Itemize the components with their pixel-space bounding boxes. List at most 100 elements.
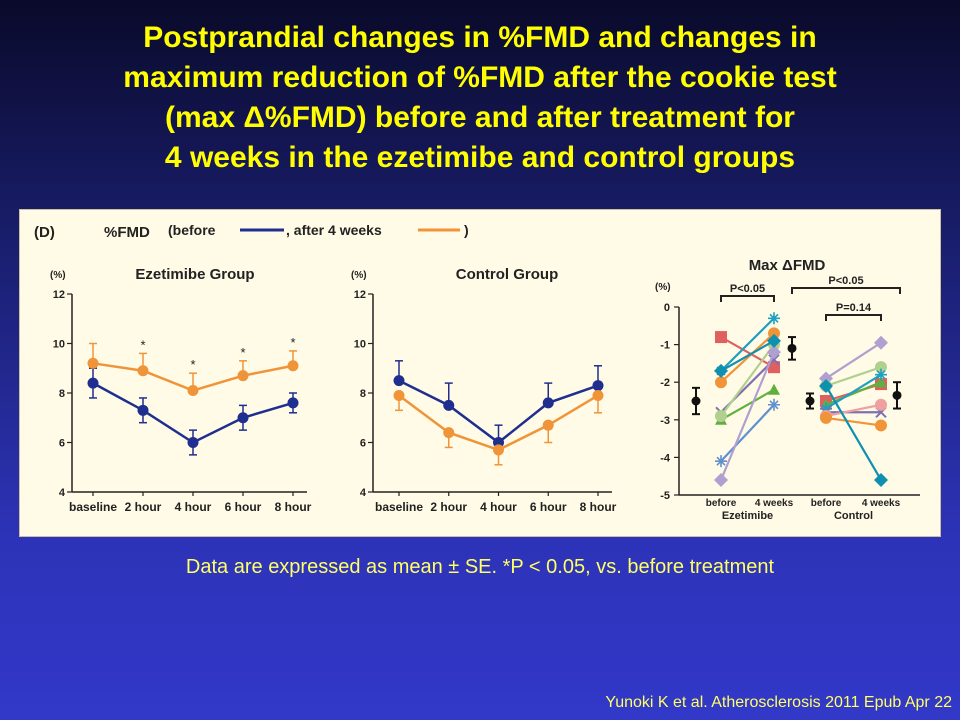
legend-before-text: (before [168, 222, 216, 238]
x-tick-label: 4 weeks [755, 498, 794, 509]
significance-star: * [240, 345, 245, 360]
patient-marker [714, 363, 728, 378]
y-tick-label: -4 [660, 452, 671, 464]
y-tick-label: 12 [53, 289, 65, 301]
after-data-point [87, 357, 99, 369]
y-tick-label: -2 [660, 377, 670, 389]
y-tick-label: -3 [660, 415, 670, 427]
patient-marker [874, 472, 888, 487]
patient-marker [767, 333, 781, 348]
citation: Yunoki K et al. Atherosclerosis 2011 Epu… [605, 694, 952, 711]
y-tick-label: 6 [59, 438, 65, 450]
y-tick-label: 8 [360, 388, 366, 400]
x-tick-label: before [811, 498, 842, 509]
mean-point [805, 396, 815, 406]
after-data-point [137, 365, 149, 377]
patient-line [720, 317, 775, 372]
between-groups-p-bracket [791, 287, 901, 294]
patient-line [825, 366, 882, 388]
ezetimibe-line-chart: Ezetimibe Group (%) 4 6 8 10 12 baseline 2 hour 4… [50, 266, 312, 514]
legend-title: %FMD [104, 224, 150, 241]
patient-marker [715, 331, 727, 344]
patient-marker [819, 378, 833, 393]
patient-line [825, 385, 882, 481]
patient-marker [715, 376, 727, 389]
ezetimibe-p-bracket-label: P<0.05 [730, 283, 765, 295]
slide-title-line: (max Δ%FMD) before and after treatment f… [165, 101, 795, 134]
patient-marker [715, 410, 727, 423]
patient-marker [820, 402, 832, 415]
before-data-point [443, 399, 455, 411]
after-data-point [237, 370, 249, 382]
group-label: Ezetimibe [722, 510, 773, 522]
before-data-point [393, 375, 405, 387]
y-axis-label: (%) [351, 270, 367, 281]
figure-svg: (D) %FMD (before , after 4 weeks ) Ezeti… [34, 222, 920, 522]
patient-marker [875, 368, 887, 381]
y-tick-label: -1 [660, 340, 670, 352]
legend-close-text: ) [464, 222, 469, 238]
before-data-point [237, 412, 249, 424]
caption: Data are expressed as mean ± SE. *P < 0.… [185, 556, 775, 578]
y-axis-label: (%) [50, 270, 66, 281]
after-data-point [592, 389, 604, 401]
y-tick-label: 10 [354, 339, 366, 351]
before-data-point [87, 377, 99, 389]
chart-title: Control Group [456, 266, 558, 283]
x-tick-label: 6 hour [530, 500, 567, 514]
group-label: Control [834, 510, 873, 522]
x-tick-label: 8 hour [275, 500, 312, 514]
significance-star: * [190, 357, 195, 372]
control-p-bracket-label: P=0.14 [836, 302, 872, 314]
slide-title-line: Postprandial changes in %FMD and changes… [143, 21, 817, 54]
patient-line [720, 343, 775, 417]
patient-marker [715, 455, 727, 468]
slide-title-line: 4 weeks in the ezetimibe and control gro… [164, 141, 796, 174]
figure-panel: (D) %FMD (before , after 4 weeks ) Ezeti… [19, 209, 941, 537]
after-data-point [443, 427, 455, 439]
patient-line [825, 341, 882, 380]
patient-marker [820, 411, 832, 424]
after-data-point [287, 360, 299, 372]
patient-marker [875, 376, 887, 388]
patient-line [825, 403, 882, 418]
between-groups-p-bracket-label: P<0.05 [828, 275, 863, 287]
x-tick-label: 2 hour [430, 500, 467, 514]
x-tick-label: 4 hour [480, 500, 517, 514]
control-p-bracket [825, 314, 882, 321]
patient-line [825, 373, 882, 410]
y-tick-label: 4 [59, 487, 66, 499]
x-tick-label: 4 hour [175, 500, 212, 514]
patient-marker [768, 398, 780, 411]
patient-marker [875, 419, 887, 432]
patient-line [825, 416, 882, 427]
patient-line [720, 336, 775, 369]
mean-point [787, 343, 797, 353]
legend-after-text: , after 4 weeks [286, 222, 382, 238]
y-tick-label: 10 [53, 339, 65, 351]
patient-marker [875, 361, 887, 374]
y-tick-label: 0 [664, 302, 670, 314]
patient-marker [874, 335, 888, 350]
mean-point [892, 390, 902, 400]
after-data-point [493, 444, 504, 456]
patient-marker [714, 472, 728, 487]
ezetimibe-p-bracket [720, 295, 775, 302]
x-tick-label: 4 weeks [862, 498, 901, 509]
x-tick-label: 2 hour [125, 500, 162, 514]
y-tick-label: -5 [660, 490, 670, 502]
patient-line [720, 332, 775, 384]
slide-title-line: maximum reduction of %FMD after the cook… [123, 61, 837, 94]
before-data-point [287, 397, 299, 409]
before-data-point [592, 380, 604, 392]
significance-star: * [290, 335, 295, 350]
figure-label: (D) [34, 224, 55, 241]
patient-line [719, 351, 776, 481]
before-data-point [137, 404, 149, 416]
slide-title: Postprandial changes in %FMD and changes… [20, 18, 940, 178]
after-data-point [187, 385, 199, 397]
x-tick-label: 6 hour [225, 500, 262, 514]
patient-marker [768, 383, 780, 395]
y-tick-label: 4 [360, 487, 367, 499]
patient-line [720, 339, 775, 372]
